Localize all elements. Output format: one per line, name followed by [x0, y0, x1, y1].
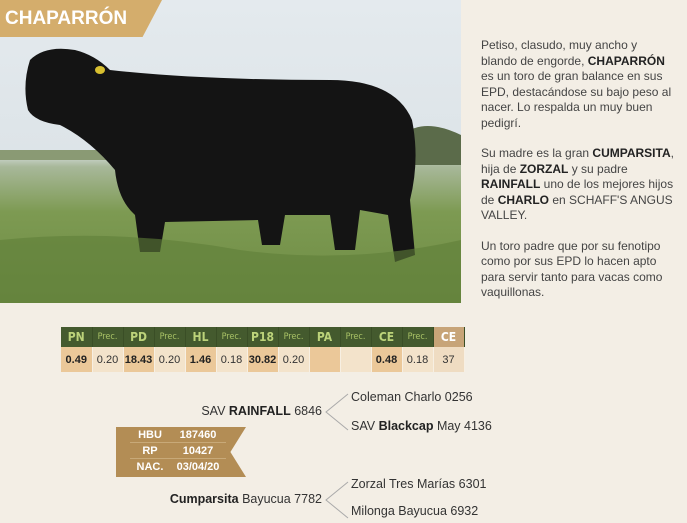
description-paragraph: Un toro padre que por su fenotipo como p… — [481, 239, 676, 301]
description-text: Petiso, clasudo, muy ancho y blando de e… — [481, 38, 638, 68]
registry-row: NAC. 03/04/20 — [136, 461, 220, 473]
epd-value — [340, 347, 372, 372]
pedigree-text: SAV — [201, 404, 229, 418]
pedigree-text: SAV — [351, 419, 379, 433]
description-text: ZORZAL — [519, 161, 569, 176]
epd-value: 0.18 — [402, 347, 434, 372]
pedigree-text: Zorzal Tres Marías 6301 — [351, 477, 487, 491]
description-text: CHARLO — [497, 192, 550, 207]
description-text: Un toro padre que por su fenotipo como p… — [481, 238, 663, 300]
epd-header: PA — [309, 327, 341, 347]
epd-header: CE — [371, 327, 403, 347]
bull-photo — [0, 0, 461, 303]
epd-header: CE — [433, 327, 465, 347]
epd-value: 1.46 — [185, 347, 217, 372]
epd-header: Prec. — [92, 327, 124, 347]
dam-bracket — [325, 481, 349, 519]
pedigree-text: Bayucua 7782 — [238, 492, 322, 506]
pedigree-text: Coleman Charlo 0256 — [351, 390, 473, 404]
description-text: es un toro de gran balance en sus EPD, d… — [481, 69, 672, 130]
pedigree-text: Milonga Bayucua 6932 — [351, 504, 479, 518]
description-text: y su padre — [568, 161, 628, 176]
description-text: uno de los mejores hijos de — [481, 177, 674, 207]
pedigree-text: Blackcap — [378, 419, 434, 433]
dam-dam: Milonga Bayucua 6932 — [351, 504, 478, 518]
epd-header: Prec. — [402, 327, 434, 347]
bull-name-title: CHAPARRÓN — [0, 0, 162, 37]
epd-table: PN Prec. PD Prec. HL Prec. P18 Prec. PA Prec. CE Pr… — [61, 327, 465, 372]
epd-value: 0.49 — [61, 347, 93, 372]
sire: SAV RAINFALL 6846 — [201, 404, 322, 418]
epd-value: 0.48 — [371, 347, 403, 372]
sire-sire: Coleman Charlo 0256 — [351, 390, 473, 404]
epd-header: HL — [185, 327, 217, 347]
epd-value: 37 — [433, 347, 465, 372]
sire-dam: SAV Blackcap May 4136 — [351, 419, 492, 433]
epd-header: Prec. — [216, 327, 248, 347]
description-text: RAINFALL — [481, 177, 541, 191]
pedigree-text: 6846 — [290, 404, 322, 418]
epd-header: Prec. — [278, 327, 310, 347]
epd-value: 0.18 — [216, 347, 248, 372]
pedigree-text: RAINFALL — [228, 404, 291, 418]
description-text: Su madre es la gran — [481, 146, 593, 160]
epd-value: 0.20 — [154, 347, 186, 372]
epd-header: P18 — [247, 327, 279, 347]
registry-badge: HBU 187460 RP 10427 NAC. 03/04/20 — [116, 427, 246, 477]
epd-value: 0.20 — [278, 347, 310, 372]
description-text: CUMPARSITA — [592, 146, 671, 160]
epd-header: PN — [61, 327, 93, 347]
description-paragraph: Su madre es la gran CUMPARSITA, hija de … — [481, 146, 676, 224]
epd-value: 30.82 — [247, 347, 279, 372]
dam-sire: Zorzal Tres Marías 6301 — [351, 477, 486, 491]
pedigree-text: May 4136 — [433, 419, 492, 433]
description-text: CHAPARRÓN — [587, 53, 665, 68]
description-text: en SCHAFF'S ANGUS VALLEY. — [481, 192, 673, 223]
sire-bracket — [325, 393, 349, 431]
description-text: , hija de — [481, 146, 674, 176]
epd-header: PD — [123, 327, 155, 347]
epd-value — [309, 347, 341, 372]
registry-row: RP 10427 — [130, 443, 226, 459]
pedigree-text: Cumparsita — [169, 492, 239, 506]
description: Petiso, clasudo, muy ancho y blando de e… — [481, 38, 676, 316]
epd-header: Prec. — [154, 327, 186, 347]
epd-header: Prec. — [340, 327, 372, 347]
description-paragraph: Petiso, clasudo, muy ancho y blando de e… — [481, 38, 676, 131]
epd-value: 0.20 — [92, 347, 124, 372]
dam: Cumparsita Bayucua 7782 — [170, 492, 322, 506]
epd-value: 18.43 — [123, 347, 155, 372]
registry-row: HBU 187460 — [130, 427, 226, 443]
